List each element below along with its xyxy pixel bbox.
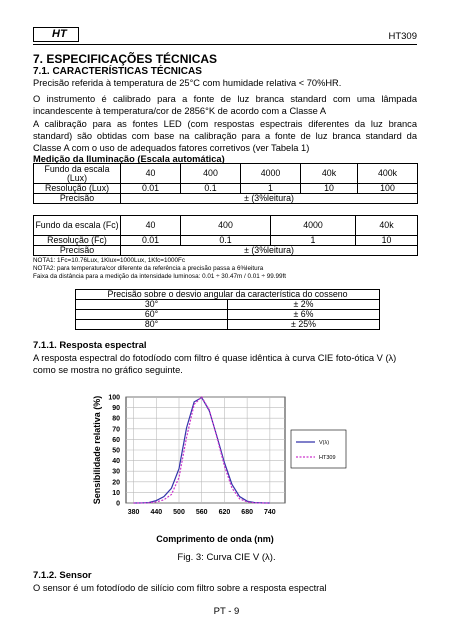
table-cell: 0.1 xyxy=(180,183,241,194)
table-row: 30° ± 2% xyxy=(75,299,380,310)
y-tick-label: 40 xyxy=(112,458,120,465)
table-caption: Medição da Iluminação (Escala automática… xyxy=(33,154,225,164)
y-tick-label: 0 xyxy=(116,501,120,508)
table-cell: Precisão xyxy=(33,193,121,204)
table-cell: Fundo da escala (Lux) xyxy=(33,163,121,184)
y-tick-label: 50 xyxy=(112,448,120,455)
y-axis-label: Sensibilidade relativa (%) xyxy=(92,396,102,505)
table-cell: 10 xyxy=(355,235,418,246)
y-tick-label: 10 xyxy=(112,490,120,497)
table-cell: 100 xyxy=(357,183,418,194)
table-row: Fundo da escala (Fc) 40 400 4000 40k xyxy=(33,215,418,236)
table-cell: ± 2% xyxy=(227,299,380,310)
table-cell: 4000 xyxy=(270,215,356,236)
table-cell: ± 25% xyxy=(227,319,380,330)
header-rule xyxy=(33,44,417,45)
table-row: Precisão ± (3%leitura) xyxy=(33,245,418,256)
x-tick-label: 740 xyxy=(264,509,276,516)
table-cell: 4000 xyxy=(240,163,301,184)
note: NOTA2: para temperatura/cor diferente da… xyxy=(33,265,264,272)
table-cell: ± 6% xyxy=(227,309,380,320)
table-cell: ± (3%leitura) xyxy=(120,245,418,256)
paragraph-line: Precisão referida à temperatura de 25°C … xyxy=(33,78,342,88)
note: Faixa da distância para a medição da int… xyxy=(33,273,286,280)
table-cell: 1 xyxy=(240,183,301,194)
y-tick-label: 60 xyxy=(112,437,120,444)
x-tick-label: 500 xyxy=(173,509,185,516)
table-cell: Precisão sobre o desvio angular da carac… xyxy=(75,289,380,300)
legend-box xyxy=(290,429,347,469)
paragraph-line: A resposta espectral do fotodíodo com fi… xyxy=(33,353,397,363)
paragraph-line: Classe A com o uso de adequados fatores … xyxy=(33,143,310,153)
table-cell: 400 xyxy=(180,215,271,236)
y-tick-label: 90 xyxy=(112,405,120,412)
table-row: Precisão ± (3%leitura) xyxy=(33,193,418,204)
table-row: Fundo da escala (Lux) 40 400 4000 40k 400k xyxy=(33,163,418,184)
y-tick-label: 20 xyxy=(112,479,120,486)
table-cell: 0.01 xyxy=(120,235,181,246)
note: NOTA1: 1Fc=10.76Lux, 1Klux=1000Lux, 1Kfc… xyxy=(33,257,185,264)
legend-label: HT309 xyxy=(319,455,336,461)
table-cell: 400k xyxy=(357,163,418,184)
figure-caption: Fig. 3: Curva CIE V (λ). xyxy=(177,552,276,563)
table-cell: 0.01 xyxy=(120,183,181,194)
paragraph-line: O instrumento é calibrado para a fonte d… xyxy=(33,94,417,104)
x-axis-label: Comprimento de onda (nm) xyxy=(156,534,274,544)
x-tick-label: 680 xyxy=(241,509,253,516)
table-cell: 10 xyxy=(300,183,358,194)
table-row: Resolução (Lux) 0.01 0.1 1 10 100 xyxy=(33,183,418,194)
table-cell: Fundo da escala (Fc) xyxy=(33,215,121,236)
table-cell: 40 xyxy=(120,215,181,236)
x-tick-label: 560 xyxy=(196,509,208,516)
lux-table: Fundo da escala (Lux) 40 400 4000 40k 400k Res… xyxy=(33,163,418,204)
paragraph-line: incandescente à temperatura/cor de 2856°… xyxy=(33,106,327,116)
x-tick-label: 620 xyxy=(219,509,231,516)
model: HT309 xyxy=(388,31,417,42)
table-cell: 80° xyxy=(75,319,228,330)
table-cell: 400 xyxy=(180,163,241,184)
series-line xyxy=(133,396,270,504)
logo-box xyxy=(33,27,79,42)
table-row: Resolução (Fc) 0.01 0.1 1 10 xyxy=(33,235,418,246)
paragraph-line: A calibração para as fontes LED (com res… xyxy=(33,119,417,129)
x-tick-label: 440 xyxy=(150,509,162,516)
section-subtitle: 7.1. CARACTERÍSTICAS TÉCNICAS xyxy=(33,66,202,77)
table-row: Precisão sobre o desvio angular da carac… xyxy=(75,289,380,300)
table-cell: 0.1 xyxy=(180,235,271,246)
table-cell: Resolução (Fc) xyxy=(33,235,121,246)
subsection-title: 7.1.2. Sensor xyxy=(33,570,92,581)
y-tick-label: 70 xyxy=(112,426,120,433)
section-title: 7. ESPECIFICAÇÕES TÉCNICAS xyxy=(33,52,218,66)
table-cell: 40k xyxy=(300,163,358,184)
table-cell: Precisão xyxy=(33,245,121,256)
paragraph-line: como se mostra no gráfico seguinte. xyxy=(33,365,183,375)
table-cell: 40k xyxy=(355,215,418,236)
y-tick-label: 100 xyxy=(108,395,120,402)
paragraph-line: O sensor é um fotodíodo de silício com f… xyxy=(33,583,327,593)
legend-label: V(λ) xyxy=(319,440,329,446)
table-cell: ± (3%leitura) xyxy=(120,193,418,204)
table-row: 80° ± 25% xyxy=(75,319,380,330)
x-tick-label: 380 xyxy=(128,509,140,516)
table-cell: 30° xyxy=(75,299,228,310)
table-cell: 60° xyxy=(75,309,228,320)
y-tick-label: 80 xyxy=(112,416,120,423)
table-cell: 40 xyxy=(120,163,181,184)
paragraph-line: standard) são obtidas com base na calibr… xyxy=(33,131,417,141)
table-row: 60° ± 6% xyxy=(75,309,380,320)
footer: PT - 9 xyxy=(213,606,240,617)
table-cell: 1 xyxy=(270,235,356,246)
table-cell: Resolução (Lux) xyxy=(33,183,121,194)
fc-table: Fundo da escala (Fc) 40 400 4000 40k Resoluçã… xyxy=(33,215,418,256)
subsection-title: 7.1.1. Resposta espectral xyxy=(33,340,147,351)
chart: 0 10 20 30 40 50 60 70 80 90 100 380 440 500 560 620 680… xyxy=(92,395,347,544)
y-tick-label: 30 xyxy=(112,469,120,476)
cosine-table: Precisão sobre o desvio angular da carac… xyxy=(75,289,380,330)
logo: HT xyxy=(52,28,67,40)
